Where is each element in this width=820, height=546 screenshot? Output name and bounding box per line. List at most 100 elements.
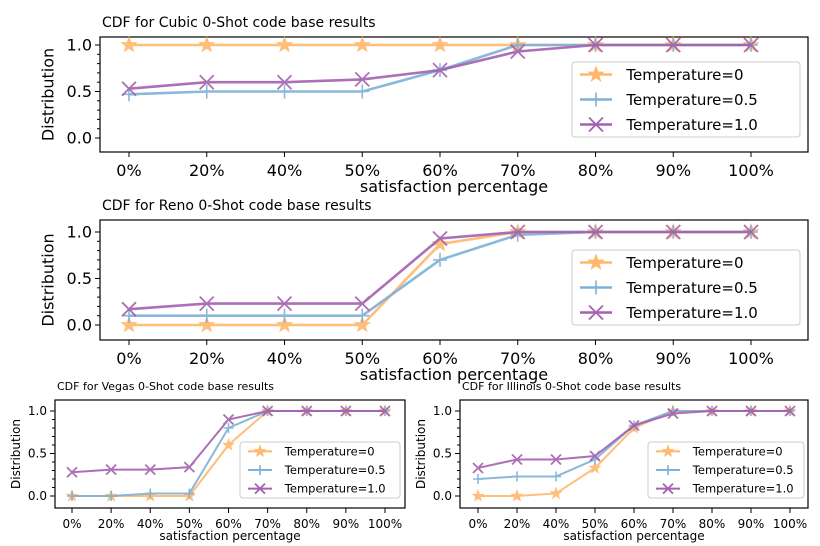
- y-tick-label: 0.5: [67, 269, 92, 288]
- legend-label: Temperature=0: [692, 444, 783, 458]
- axes-frame: [99, 219, 809, 341]
- data-point: [551, 471, 561, 482]
- data-point: [628, 419, 640, 432]
- data-point: [665, 224, 681, 240]
- data-point: [354, 295, 370, 312]
- data-point: [197, 35, 216, 53]
- data-point: [199, 295, 215, 312]
- x-tick-label: 100%: [773, 517, 807, 531]
- x-tick-label: 90%: [738, 517, 765, 531]
- x-tick-label: 40%: [267, 349, 303, 368]
- x-tick-label: 40%: [267, 161, 303, 180]
- data-point: [431, 35, 449, 53]
- y-tick-label: 0.5: [67, 82, 92, 101]
- data-point: [106, 491, 117, 501]
- legend-marker: [588, 116, 604, 133]
- legend-box: [239, 441, 401, 499]
- data-point: [510, 488, 524, 502]
- legend-label: Temperature=1.0: [692, 482, 794, 496]
- x-axis-label: satisfaction percentage: [360, 365, 548, 384]
- x-tick-label: 100%: [728, 349, 774, 368]
- data-point: [120, 315, 138, 333]
- data-point: [473, 474, 483, 484]
- x-tick-label: 50%: [176, 517, 203, 531]
- y-axis-label: Distribution: [9, 419, 23, 489]
- legend-marker: [587, 253, 605, 270]
- x-tick-label: 70%: [254, 517, 281, 531]
- y-tick-label: 0.0: [67, 316, 92, 335]
- y-tick-label: 1.0: [67, 223, 92, 242]
- subplot-1: CDF for Cubic 0-Shot code base results 0.…: [39, 15, 809, 196]
- data-point: [432, 62, 448, 78]
- data-point: [472, 462, 484, 474]
- data-point: [122, 308, 136, 323]
- data-point: [745, 405, 757, 417]
- data-point: [184, 488, 195, 499]
- data-point: [511, 453, 523, 466]
- y-axis-label: Distribution: [39, 48, 58, 141]
- x-tick-label: 60%: [215, 517, 242, 531]
- y-axis-label: Distribution: [39, 233, 58, 326]
- x-tick-label: 0%: [62, 517, 81, 531]
- data-point: [199, 84, 214, 99]
- chart-title: CDF for Reno 0-Shot code base results: [102, 198, 372, 214]
- data-point: [588, 460, 602, 474]
- data-point: [432, 230, 448, 247]
- data-point: [353, 315, 372, 333]
- data-point: [433, 252, 447, 267]
- data-point: [277, 308, 292, 323]
- series-Temperature=1.0: [472, 405, 796, 474]
- data-point: [121, 301, 137, 317]
- x-tick-label: 40%: [543, 517, 570, 531]
- x-tick-label: 0%: [116, 349, 141, 368]
- x-tick-label: 20%: [504, 517, 531, 531]
- data-point: [706, 405, 718, 417]
- legend-label: Temperature=0.5: [692, 463, 794, 477]
- x-axis-label: satisfaction percentage: [159, 529, 300, 543]
- legend-marker: [589, 92, 603, 107]
- legend-label: Temperature=0.5: [284, 463, 386, 477]
- y-axis-label: Distribution: [414, 419, 428, 489]
- legend-marker: [662, 483, 674, 495]
- data-point: [510, 43, 526, 60]
- x-tick-label: 70%: [660, 517, 687, 531]
- series-Temperature=1.0: [121, 37, 759, 97]
- data-point: [743, 37, 759, 53]
- chart-title: CDF for Cubic 0-Shot code base results: [102, 15, 376, 31]
- x-tick-label: 80%: [699, 517, 726, 531]
- data-point: [743, 224, 759, 240]
- x-tick-label: 20%: [189, 349, 225, 368]
- legend-label: Temperature=1.0: [625, 116, 757, 134]
- legend-label: Temperature=0: [625, 66, 743, 84]
- data-point: [353, 35, 372, 53]
- subplot-2: CDF for Reno 0-Shot code base results 0.0…: [39, 198, 809, 384]
- data-point: [589, 450, 601, 462]
- x-tick-label: 60%: [422, 349, 458, 368]
- x-tick-label: 20%: [189, 161, 225, 180]
- data-point: [275, 35, 294, 53]
- y-tick-label: 1.0: [28, 404, 47, 418]
- x-axis-label: satisfaction percentage: [563, 529, 704, 543]
- legend-marker: [255, 465, 265, 475]
- data-point: [354, 71, 370, 88]
- x-tick-label: 80%: [578, 161, 614, 180]
- legend-label: Temperature=0.5: [625, 91, 757, 109]
- data-point: [355, 84, 370, 99]
- data-point: [144, 464, 156, 476]
- y-tick-label: 0.5: [28, 447, 47, 461]
- legend-box: [647, 441, 805, 499]
- data-point: [199, 74, 215, 90]
- x-axis-label: satisfaction percentage: [360, 177, 548, 196]
- x-tick-label: 0%: [116, 161, 141, 180]
- x-tick-label: 90%: [655, 349, 691, 368]
- legend-marker: [661, 444, 675, 458]
- x-tick-label: 100%: [368, 517, 402, 531]
- y-tick-label: 1.0: [433, 404, 452, 418]
- data-point: [223, 423, 234, 433]
- data-point: [510, 224, 526, 240]
- data-point: [276, 295, 293, 312]
- legend-label: Temperature=1.0: [284, 482, 386, 496]
- data-point: [222, 413, 235, 426]
- data-point: [67, 491, 77, 501]
- data-point: [355, 308, 370, 323]
